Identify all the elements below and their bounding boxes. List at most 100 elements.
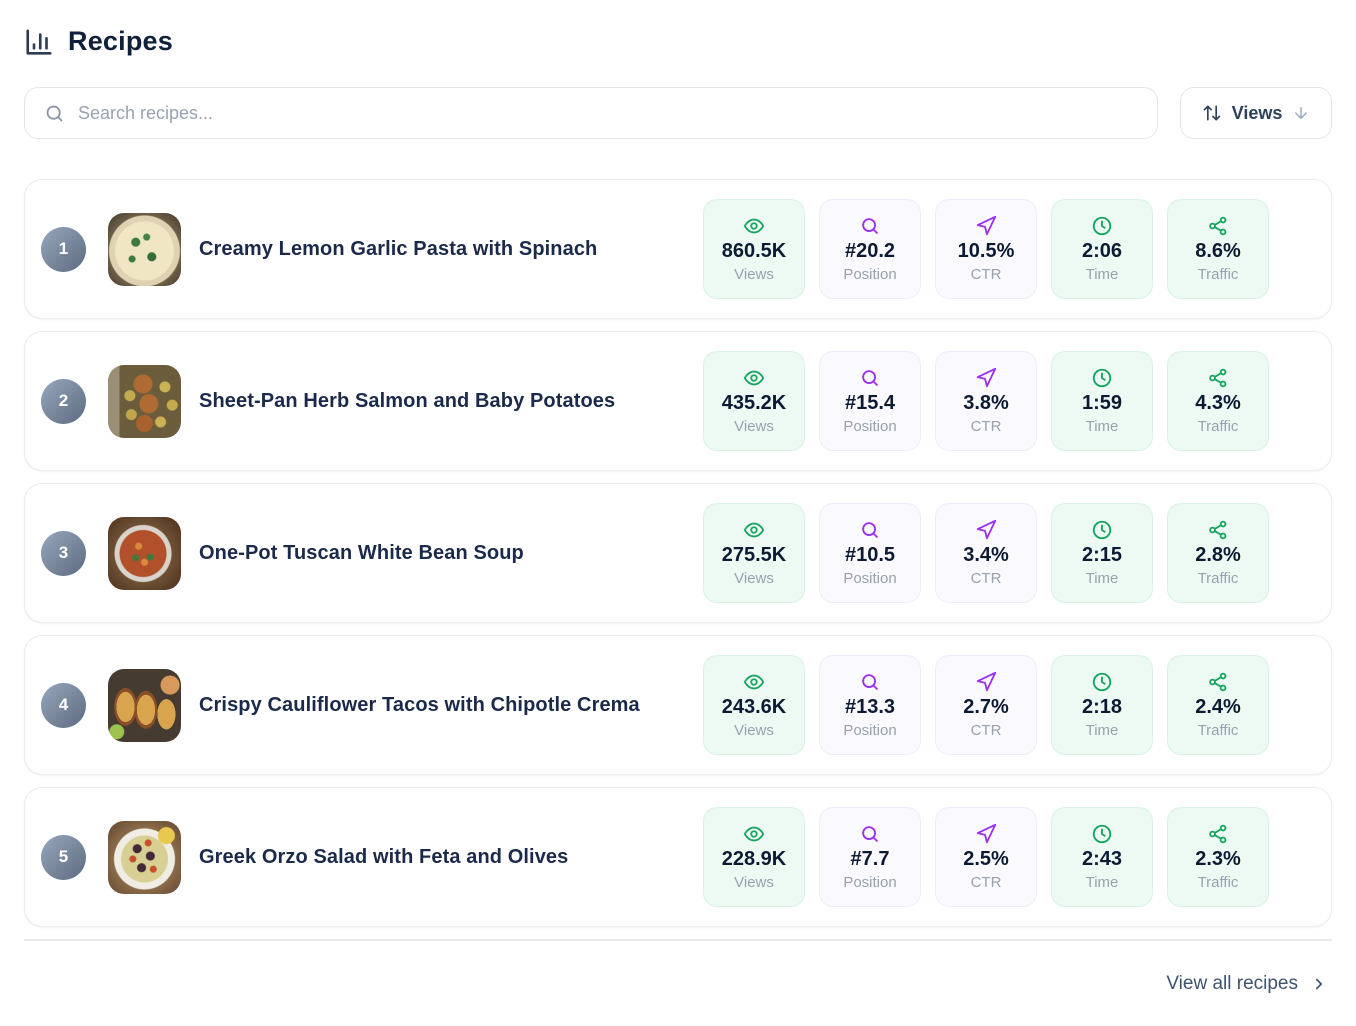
stat-pills: 435.2K Views #15.4 Position 3.8% CTR 1:5… [703, 351, 1269, 451]
ctr-value: 3.4% [963, 544, 1009, 566]
traffic-stat: 2.4% Traffic [1167, 655, 1269, 755]
position-stat: #7.7 Position [819, 807, 921, 907]
views-value: 243.6K [721, 696, 787, 718]
rank-badge: 5 [41, 834, 86, 880]
eye-icon [743, 215, 765, 237]
search-box[interactable] [24, 87, 1158, 139]
eye-icon [743, 671, 765, 693]
recipe-card[interactable]: 3 One-Pot Tuscan White Bean Soup 275.5K … [24, 483, 1332, 623]
sort-by-views-button[interactable]: Views [1180, 87, 1332, 139]
time-value: 2:06 [1081, 240, 1123, 262]
time-stat: 1:59 Time [1051, 351, 1153, 451]
recipe-image [108, 668, 181, 742]
ctr-stat: 3.8% CTR [935, 351, 1037, 451]
ctr-label: CTR [970, 874, 1002, 891]
ctr-label: CTR [970, 570, 1002, 587]
rank-badge: 3 [41, 530, 86, 576]
ctr-stat: 2.5% CTR [935, 807, 1037, 907]
rank-badge: 2 [41, 378, 86, 424]
ctr-value: 3.8% [963, 392, 1009, 414]
time-stat: 2:18 Time [1051, 655, 1153, 755]
view-all-recipes-link[interactable]: View all recipes [1166, 973, 1328, 995]
traffic-label: Traffic [1197, 418, 1239, 435]
views-value: 275.5K [721, 544, 787, 566]
recipe-list: 1 Creamy Lemon Garlic Pasta with Spinach… [24, 179, 1332, 927]
recipe-image [108, 364, 181, 438]
position-label: Position [843, 722, 897, 739]
time-label: Time [1085, 418, 1119, 435]
position-label: Position [843, 418, 897, 435]
magnifier-icon [859, 671, 881, 693]
recipe-title: One-Pot Tuscan White Bean Soup [199, 541, 524, 564]
clock-icon [1091, 823, 1113, 845]
sort-direction-down-icon [1292, 104, 1310, 122]
position-label: Position [843, 266, 897, 283]
recipe-card[interactable]: 2 Sheet-Pan Herb Salmon and Baby Potatoe… [24, 331, 1332, 471]
time-label: Time [1085, 266, 1119, 283]
search-input[interactable] [78, 102, 1138, 124]
rank-badge: 4 [41, 682, 86, 728]
stat-pills: 275.5K Views #10.5 Position 3.4% CTR 2:1… [703, 503, 1269, 603]
cursor-arrow-icon [975, 823, 997, 845]
clock-icon [1091, 671, 1113, 693]
time-value: 2:43 [1081, 848, 1123, 870]
ctr-stat: 2.7% CTR [935, 655, 1037, 755]
traffic-label: Traffic [1197, 266, 1239, 283]
time-value: 2:18 [1081, 696, 1123, 718]
share-icon [1207, 519, 1229, 541]
time-stat: 2:43 Time [1051, 807, 1153, 907]
sort-updown-icon [1202, 103, 1222, 123]
clock-icon [1091, 519, 1113, 541]
position-value: #7.7 [850, 848, 890, 870]
position-stat: #15.4 Position [819, 351, 921, 451]
position-stat: #10.5 Position [819, 503, 921, 603]
position-value: #10.5 [844, 544, 896, 566]
views-label: Views [734, 266, 774, 283]
views-value: 228.9K [721, 848, 787, 870]
position-stat: #20.2 Position [819, 199, 921, 299]
views-value: 860.5K [721, 240, 787, 262]
eye-icon [743, 367, 765, 389]
cursor-arrow-icon [975, 215, 997, 237]
recipe-title: Sheet-Pan Herb Salmon and Baby Potatoes [199, 389, 616, 412]
ctr-label: CTR [970, 722, 1002, 739]
bar-chart-icon [24, 27, 54, 57]
footer-divider [24, 939, 1332, 941]
views-value: 435.2K [721, 392, 787, 414]
time-label: Time [1085, 570, 1119, 587]
recipe-image [108, 516, 181, 590]
recipe-title: Greek Orzo Salad with Feta and Olives [199, 845, 569, 868]
page-title: Recipes [68, 26, 173, 56]
eye-icon [743, 823, 765, 845]
share-icon [1207, 367, 1229, 389]
traffic-value: 8.6% [1195, 240, 1241, 262]
views-stat: 228.9K Views [703, 807, 805, 907]
position-value: #15.4 [844, 392, 896, 414]
traffic-value: 2.8% [1195, 544, 1241, 566]
magnifier-icon [859, 215, 881, 237]
views-stat: 435.2K Views [703, 351, 805, 451]
traffic-stat: 8.6% Traffic [1167, 199, 1269, 299]
eye-icon [743, 519, 765, 541]
views-stat: 275.5K Views [703, 503, 805, 603]
search-icon [46, 105, 63, 121]
ctr-label: CTR [970, 266, 1002, 283]
sort-label: Views [1231, 102, 1283, 123]
traffic-value: 2.4% [1195, 696, 1241, 718]
chevron-right-icon [1315, 978, 1323, 990]
recipe-image [108, 820, 181, 894]
stat-pills: 243.6K Views #13.3 Position 2.7% CTR 2:1… [703, 655, 1269, 755]
recipe-card[interactable]: 4 Crispy Cauliflower Tacos with Chipotle… [24, 635, 1332, 775]
ctr-value: 2.5% [963, 848, 1009, 870]
position-stat: #13.3 Position [819, 655, 921, 755]
time-stat: 2:06 Time [1051, 199, 1153, 299]
views-label: Views [734, 570, 774, 587]
recipe-image [108, 212, 181, 286]
views-label: Views [734, 874, 774, 891]
recipe-title: Creamy Lemon Garlic Pasta with Spinach [199, 237, 598, 260]
recipe-card[interactable]: 1 Creamy Lemon Garlic Pasta with Spinach… [24, 179, 1332, 319]
clock-icon [1091, 367, 1113, 389]
recipe-card[interactable]: 5 Greek Orzo Salad with Feta and Olives … [24, 787, 1332, 927]
traffic-label: Traffic [1197, 570, 1239, 587]
toolbar: Views [24, 87, 1332, 139]
